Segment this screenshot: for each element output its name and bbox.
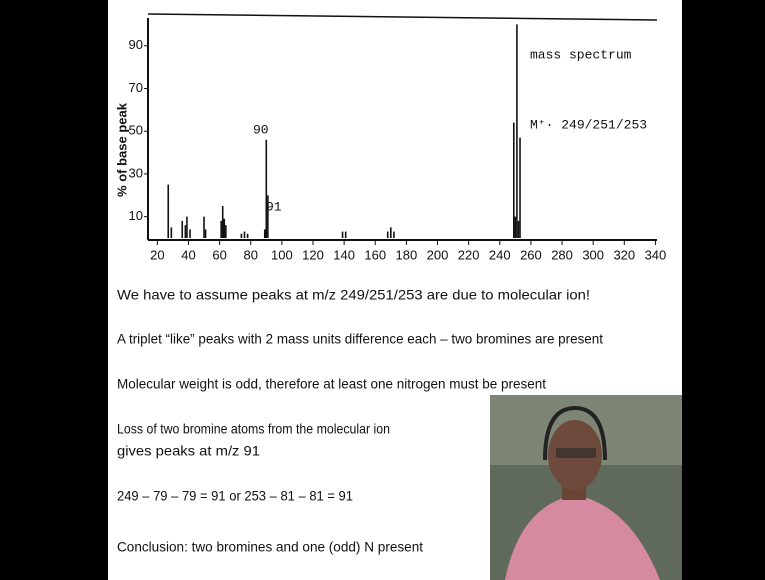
x-tick-label: 340 xyxy=(645,247,667,262)
x-tick-label: 140 xyxy=(333,247,355,262)
x-tick-label: 280 xyxy=(551,247,573,262)
x-tick-label: 180 xyxy=(396,247,418,262)
x-tick-label: 80 xyxy=(243,247,257,262)
x-tick-label: 200 xyxy=(427,247,449,262)
annotation: 90 xyxy=(253,122,269,137)
y-tick-label: 50 xyxy=(129,123,143,138)
y-axis-label: % of base peak xyxy=(114,102,129,197)
y-tick-label: 30 xyxy=(129,165,143,180)
x-tick-label: 300 xyxy=(582,247,604,262)
slide-line: gives peaks at m/z 91 xyxy=(117,443,260,459)
x-tick-label: 260 xyxy=(520,247,542,262)
x-tick-label: 220 xyxy=(458,247,480,262)
annotation: mass spectrum xyxy=(530,47,632,62)
y-tick-label: 10 xyxy=(129,208,143,223)
x-tick-label: 100 xyxy=(271,247,293,262)
webcam xyxy=(490,395,682,580)
x-tick-label: 320 xyxy=(613,247,635,262)
annotation: M⁺· 249/251/253 xyxy=(530,117,647,132)
x-tick-label: 40 xyxy=(181,247,195,262)
slide-line: We have to assume peaks at m/z 249/251/2… xyxy=(117,287,590,303)
annotation: 91 xyxy=(266,199,282,214)
x-tick-label: 160 xyxy=(364,247,386,262)
y-tick-label: 90 xyxy=(129,37,143,52)
slide-line: 249 – 79 – 79 = 91 or 253 – 81 – 81 = 91 xyxy=(117,488,353,504)
slide-line: Molecular weight is odd, therefore at le… xyxy=(117,376,546,392)
slide-line: Conclusion: two bromines and one (odd) N… xyxy=(117,539,423,555)
y-tick-label: 70 xyxy=(129,80,143,95)
x-tick-label: 240 xyxy=(489,247,511,262)
slide-line: Loss of two bromine atoms from the molec… xyxy=(117,421,390,437)
slide-line: A triplet “like” peaks with 2 mass units… xyxy=(117,331,603,347)
x-tick-label: 120 xyxy=(302,247,324,262)
mass-spectrum: 20 40 60 80 100 120 140 160 180 200 220 240 260 280 30… xyxy=(114,13,667,262)
slide-text: We have to assume peaks at m/z 249/251/2… xyxy=(117,287,603,555)
x-tick-label: 60 xyxy=(212,247,226,262)
x-tick-label: 20 xyxy=(150,247,164,262)
frame-top xyxy=(147,13,658,21)
